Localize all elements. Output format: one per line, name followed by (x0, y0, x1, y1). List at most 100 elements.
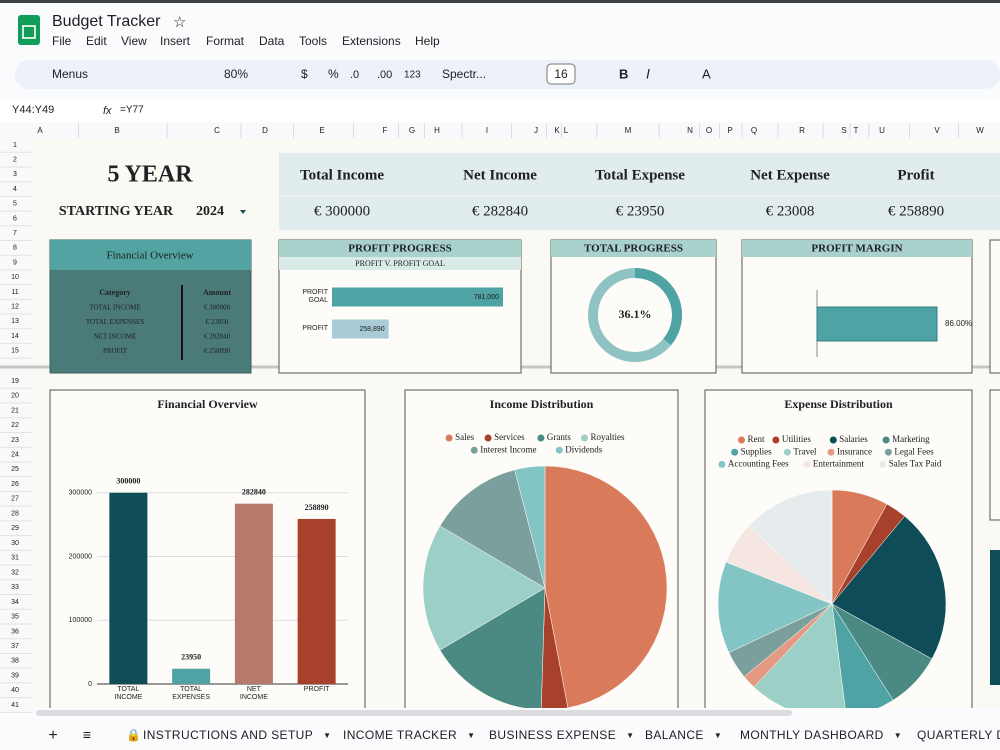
column-header[interactable]: P (727, 126, 732, 135)
row-header[interactable]: 23 (11, 437, 19, 444)
menu-item[interactable]: Help (415, 34, 440, 48)
legend-label[interactable]: Interest Income (480, 444, 536, 454)
row-header[interactable]: 10 (11, 274, 19, 281)
legend-label[interactable]: Services (494, 432, 525, 442)
menu-item[interactable]: Format (206, 34, 245, 48)
sheet-tab[interactable]: BALANCE (645, 728, 704, 742)
row-header[interactable]: 20 (11, 393, 19, 400)
menu-item[interactable]: Insert (160, 34, 191, 48)
sheets-logo[interactable] (18, 15, 40, 45)
column-header[interactable]: E (319, 126, 324, 135)
row-header[interactable]: 22 (11, 422, 19, 429)
toolbar-percent[interactable]: % (328, 67, 339, 81)
row-header[interactable]: 36 (11, 628, 19, 635)
sheet-tab[interactable]: INCOME TRACKER (343, 728, 457, 742)
row-header[interactable]: 35 (11, 614, 19, 621)
row-header[interactable]: 8 (13, 245, 17, 252)
column-header[interactable]: J (534, 126, 538, 135)
row-header[interactable]: 13 (11, 318, 19, 325)
legend-label[interactable]: Supplies (741, 446, 773, 456)
row-header[interactable]: 15 (11, 348, 19, 355)
row-header[interactable]: 33 (11, 584, 19, 591)
toolbar-decrease-decimals[interactable]: .0 (350, 69, 359, 81)
column-header[interactable]: N (687, 126, 693, 135)
legend-label[interactable]: Travel (793, 446, 817, 456)
row-header[interactable]: 34 (11, 599, 19, 606)
menu-item[interactable]: View (121, 34, 147, 48)
row-header[interactable]: 25 (11, 466, 19, 473)
column-header[interactable]: L (564, 126, 569, 135)
toolbar-font[interactable]: Spectr... (442, 67, 486, 81)
toolbar-bold[interactable]: B (619, 66, 628, 81)
toolbar-currency[interactable]: $ (301, 67, 308, 81)
column-header[interactable]: F (383, 126, 388, 135)
legend-label[interactable]: Legal Fees (894, 446, 934, 456)
row-header[interactable]: 12 (11, 304, 19, 311)
column-header[interactable]: C (214, 126, 220, 135)
column-header[interactable]: W (976, 126, 984, 135)
legend-label[interactable]: Entertainment (813, 458, 864, 468)
legend-label[interactable]: Sales (455, 432, 474, 442)
legend-label[interactable]: Utilities (782, 434, 811, 444)
column-header[interactable]: O (706, 126, 712, 135)
row-header[interactable]: 5 (13, 201, 17, 208)
column-header[interactable]: G (409, 126, 415, 135)
row-header[interactable]: 31 (11, 555, 19, 562)
menu-item[interactable]: File (52, 34, 72, 48)
all-sheets-icon[interactable]: ≡ (83, 727, 91, 743)
menu-item[interactable]: Extensions (342, 34, 401, 48)
sheet-tab[interactable]: QUARTERLY D (917, 728, 1000, 742)
column-header[interactable]: S (841, 126, 846, 135)
row-header[interactable]: 38 (11, 658, 19, 665)
row-header[interactable]: 29 (11, 525, 19, 532)
row-header[interactable]: 27 (11, 496, 19, 503)
legend-label[interactable]: Salaries (839, 434, 868, 444)
legend-label[interactable]: Accounting Fees (728, 458, 789, 468)
column-header[interactable]: U (879, 126, 885, 135)
row-header[interactable]: 9 (13, 259, 17, 266)
star-icon[interactable]: ☆ (173, 14, 186, 31)
row-header[interactable]: 41 (11, 702, 19, 709)
row-header[interactable]: 19 (11, 378, 19, 385)
column-header[interactable]: R (799, 126, 805, 135)
row-header[interactable]: 7 (13, 230, 17, 237)
row-header[interactable]: 28 (11, 510, 19, 517)
row-header[interactable]: 39 (11, 672, 19, 679)
row-header[interactable]: 32 (11, 569, 19, 576)
toolbar-number-format[interactable]: 123 (404, 70, 421, 81)
column-header[interactable]: V (934, 126, 940, 135)
menu-item[interactable]: Edit (86, 34, 107, 48)
toolbar-text-color[interactable]: A (702, 66, 711, 81)
menu-item[interactable]: Data (259, 34, 285, 48)
row-header[interactable]: 21 (11, 407, 19, 414)
sheet-tab[interactable]: BUSINESS EXPENSE (489, 728, 616, 742)
row-header[interactable]: 2 (13, 157, 17, 164)
column-header[interactable]: H (434, 126, 440, 135)
legend-label[interactable]: Insurance (837, 446, 872, 456)
row-header[interactable]: 14 (11, 333, 19, 340)
column-header[interactable]: M (625, 126, 632, 135)
toolbar-increase-decimals[interactable]: .00 (377, 69, 392, 81)
legend-label[interactable]: Rent (748, 434, 765, 444)
column-header[interactable]: K (554, 126, 560, 135)
legend-label[interactable]: Grants (547, 432, 571, 442)
cell-reference[interactable]: Y44:Y49 (12, 104, 54, 116)
dropdown-arrow[interactable] (240, 210, 246, 214)
row-header[interactable]: 30 (11, 540, 19, 547)
column-header[interactable]: D (262, 126, 268, 135)
toolbar-zoom[interactable]: 80% (224, 67, 248, 81)
legend-label[interactable]: Royalties (591, 432, 625, 442)
column-header[interactable]: A (37, 126, 43, 135)
row-header[interactable]: 1 (13, 142, 17, 149)
row-header[interactable]: 3 (13, 171, 17, 178)
legend-label[interactable]: Dividends (565, 444, 602, 454)
toolbar-italic[interactable]: I (646, 66, 650, 82)
legend-label[interactable]: Marketing (892, 434, 930, 444)
column-header[interactable]: Q (751, 126, 757, 135)
row-header[interactable]: 4 (13, 186, 17, 193)
sheet-tab[interactable]: INSTRUCTIONS AND SETUP (143, 728, 313, 742)
column-header[interactable]: B (114, 126, 119, 135)
column-header[interactable]: T (854, 126, 859, 135)
add-sheet-icon[interactable]: + (48, 727, 57, 744)
row-header[interactable]: 6 (13, 215, 17, 222)
